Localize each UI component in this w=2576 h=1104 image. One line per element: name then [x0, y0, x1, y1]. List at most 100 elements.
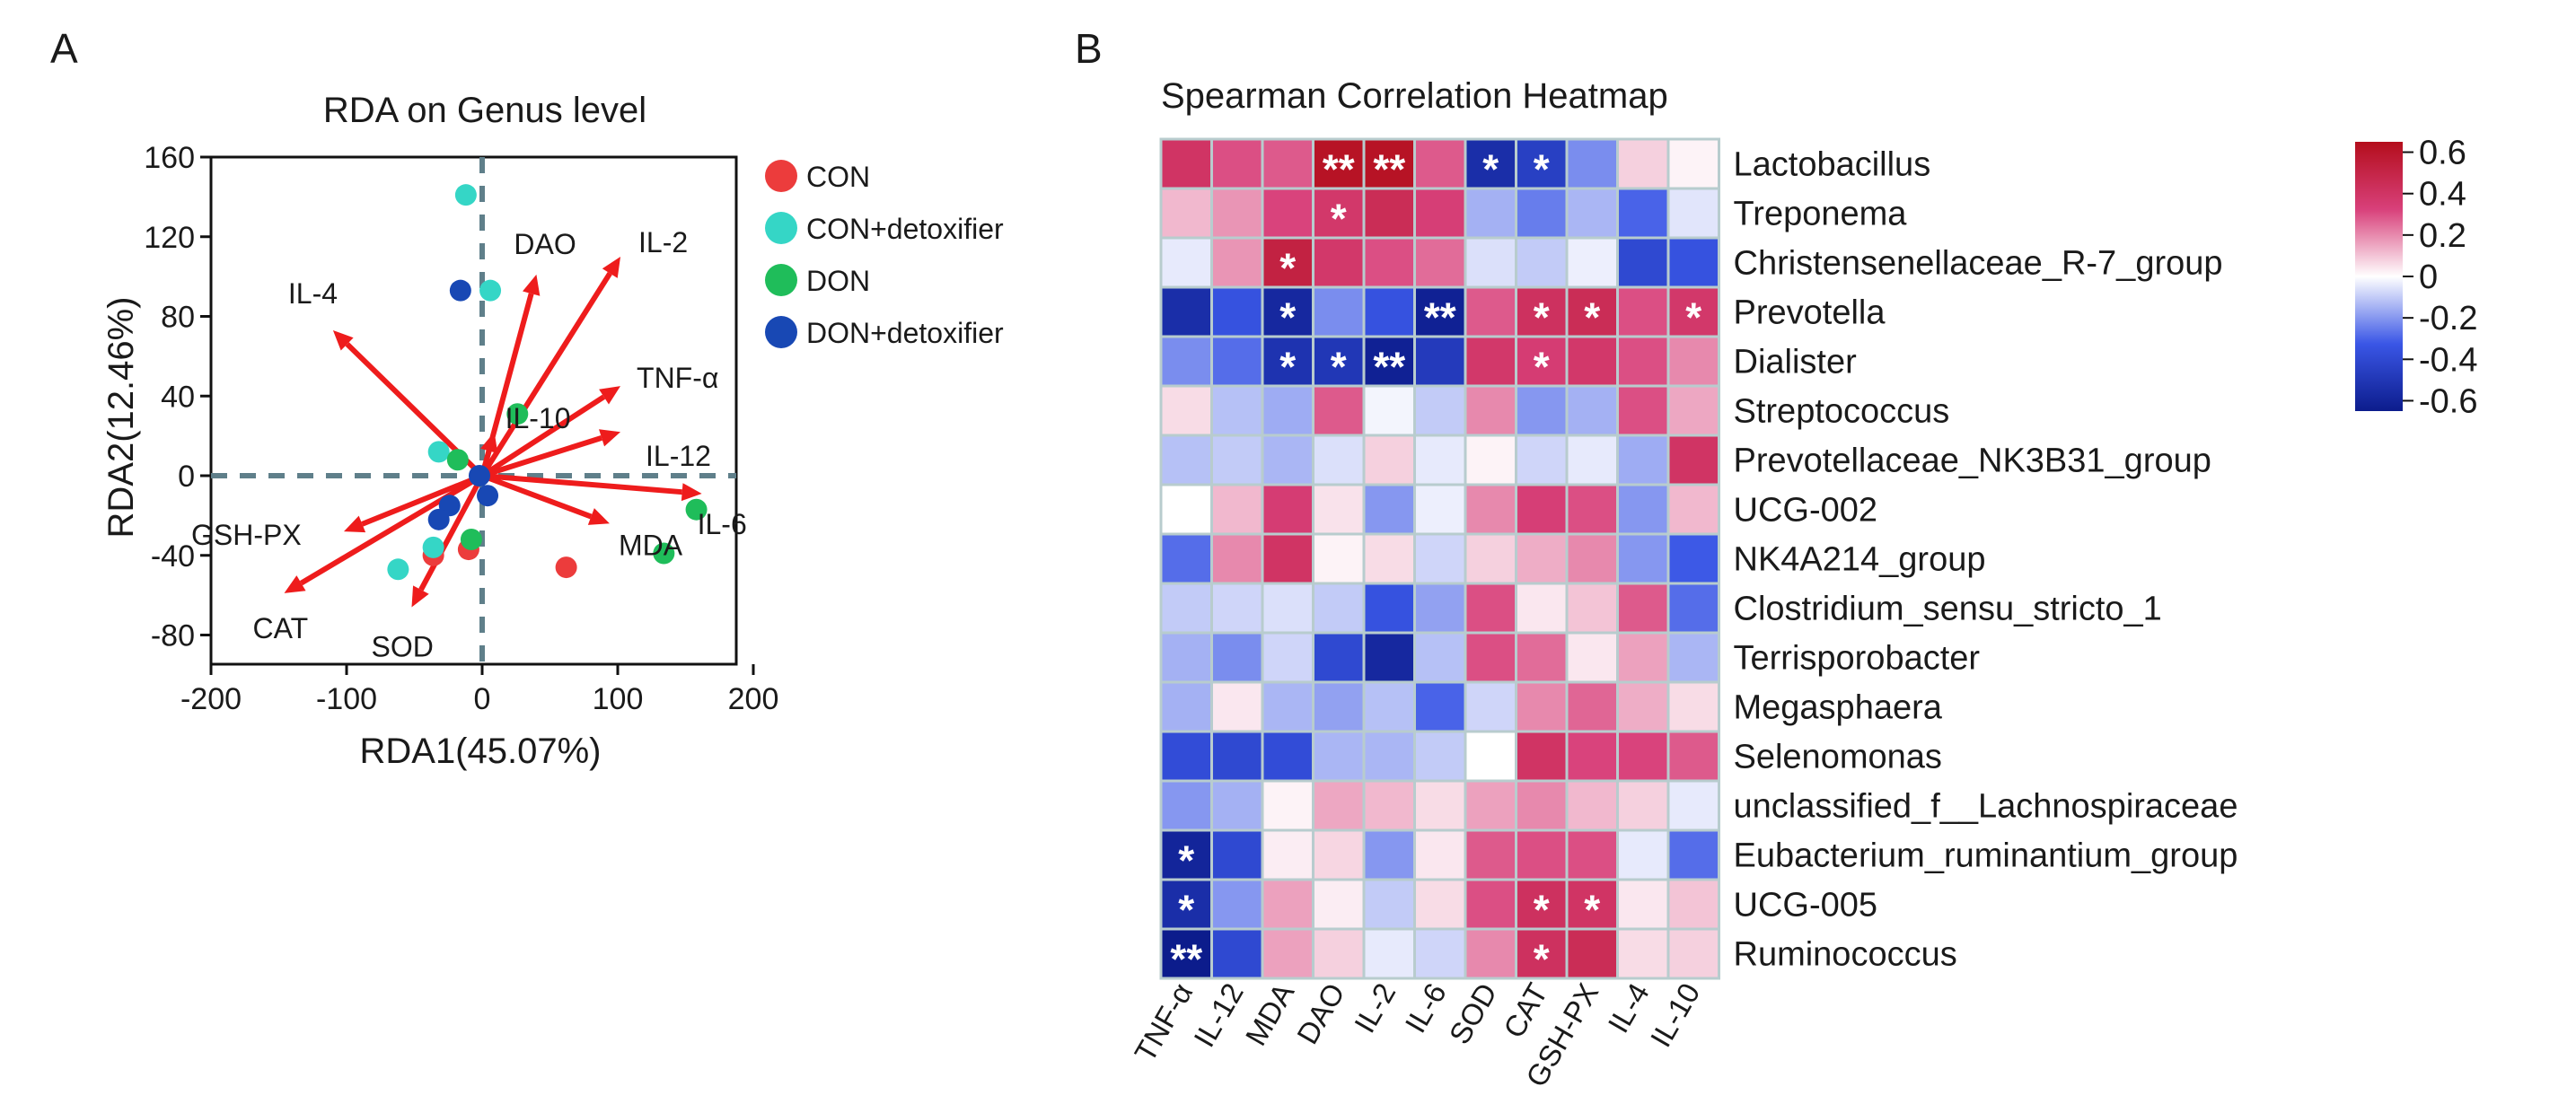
significance-marker: *: [1534, 887, 1550, 933]
vector-arrowhead: [599, 386, 621, 405]
significance-marker: *: [1534, 294, 1550, 341]
heatmap-cell: [1312, 582, 1366, 635]
colorbar: [2355, 142, 2403, 411]
heatmap-cell: [1616, 187, 1670, 240]
legend-marker: [765, 264, 797, 296]
heatmap-cell: [1413, 779, 1467, 832]
point-don: [685, 498, 708, 521]
heatmap-cell: [1565, 335, 1619, 388]
rda-legend: CON CON+detoxifier DON DON+detoxifier: [765, 160, 1004, 349]
heatmap-cell: [1312, 779, 1366, 832]
rda-plot-frame: [209, 155, 738, 666]
point-don-detoxifier: [477, 485, 499, 507]
point-don-detoxifier: [468, 465, 490, 486]
row-label: Prevotella: [1734, 294, 1886, 332]
heatmap-cell: [1666, 878, 1720, 931]
heatmap-cell: [1312, 532, 1366, 585]
point-don: [460, 529, 482, 550]
heatmap-cell: [1413, 384, 1467, 437]
heatmap-cell: [1261, 680, 1314, 733]
colorbar-ticks: 0.6 0.40.20 -0.2 -0.4-0.6: [2403, 135, 2477, 420]
heatmap-cell: [1464, 236, 1517, 289]
significance-marker: *: [1534, 344, 1550, 390]
row-label: Treponema: [1734, 196, 1908, 233]
heatmap-cell: [1666, 384, 1720, 437]
heatmap-cell: [1464, 335, 1517, 388]
vector-label: DAO: [514, 228, 576, 260]
row-label: Streptococcus: [1734, 393, 1950, 431]
heatmap-cell: [1666, 730, 1720, 783]
heatmap-cell: [1159, 285, 1213, 338]
row-label: Prevotellaceae_NK3B31_group: [1734, 442, 2211, 480]
vector-label: GSH-PX: [191, 519, 302, 551]
y-tick-label: 120: [144, 221, 195, 255]
heatmap-cell: [1261, 285, 1314, 338]
heatmap-cell: [1515, 532, 1569, 585]
heatmap-cell: [1362, 285, 1416, 338]
vector-label: CAT: [253, 612, 309, 644]
heatmap-cell: [1616, 878, 1670, 931]
heatmap-cell: [1565, 532, 1619, 585]
heatmap-cell: [1413, 187, 1467, 240]
heatmap-cell: [1464, 384, 1517, 437]
heatmap-cell: [1464, 779, 1517, 832]
significance-marker: *: [1584, 294, 1600, 341]
heatmap-cell: [1210, 927, 1264, 980]
heatmap-cell: [1565, 779, 1619, 832]
heatmap-cell: [1261, 878, 1314, 931]
heatmap-cell: [1515, 730, 1569, 783]
heatmap-cell: [1464, 878, 1517, 931]
heatmap-cell: [1159, 434, 1213, 486]
vector-arrowhead: [411, 585, 429, 608]
heatmap-cell: [1616, 631, 1670, 684]
vector-arrowhead: [587, 508, 610, 525]
heatmap-cell: [1515, 384, 1569, 437]
heatmap-cell: [1362, 335, 1416, 388]
point-con-detoxifier: [454, 184, 477, 206]
heatmap-cell: [1616, 532, 1670, 585]
significance-marker: *: [1279, 245, 1296, 292]
significance-marker: *: [1178, 887, 1194, 933]
heatmap-cell: [1312, 730, 1366, 783]
vector-label: SOD: [371, 630, 433, 662]
heatmap-cell: [1210, 680, 1264, 733]
heatmap-cell: [1210, 828, 1264, 881]
column-label: TNF-α: [1128, 977, 1199, 1067]
vector-arrowhead: [523, 274, 541, 296]
heatmap-cell: [1616, 730, 1670, 783]
heatmap-cell: [1362, 582, 1416, 635]
heatmap-cell: [1413, 236, 1467, 289]
column-label: IL-12: [1187, 977, 1250, 1053]
heatmap-cell: [1666, 532, 1720, 585]
x-tick-label: -200: [180, 682, 242, 716]
legend-label: DON: [806, 265, 870, 297]
heatmap-cell: [1666, 631, 1720, 684]
vector-sod: [418, 474, 485, 591]
significance-marker: *: [1534, 146, 1550, 193]
heatmap-cell: [1362, 828, 1416, 881]
heatmap-cell: [1565, 434, 1619, 486]
heatmap-cell: [1515, 434, 1569, 486]
heatmap-cell: [1565, 631, 1619, 684]
vector-arrowhead: [332, 330, 354, 351]
row-label: Christensenellaceae_R-7_group: [1734, 245, 2223, 283]
heatmap-cell: [1413, 434, 1467, 486]
heatmap-cell: [1210, 631, 1264, 684]
x-tick-label: 0: [474, 682, 491, 716]
heatmap-cell: [1362, 730, 1416, 783]
heatmap-cell: [1312, 631, 1366, 684]
heatmap-cell: [1261, 483, 1314, 536]
heatmap-cells: [1159, 137, 1720, 980]
heatmap-cell: [1464, 927, 1517, 980]
legend-marker: [765, 316, 797, 348]
heatmap-row-labels: Lactobacillus Treponema Christensenellacea…: [1734, 146, 2238, 974]
column-label: MDA: [1239, 977, 1301, 1051]
heatmap-cell: [1616, 434, 1670, 486]
heatmap-cell: [1159, 483, 1213, 536]
significance-marker: *: [1331, 344, 1347, 390]
vector-il-6: [481, 473, 682, 495]
heatmap-cell: [1565, 187, 1619, 240]
heatmap-cell: [1565, 137, 1619, 190]
heatmap-cell: [1413, 878, 1467, 931]
legend-label: CON: [806, 161, 870, 193]
